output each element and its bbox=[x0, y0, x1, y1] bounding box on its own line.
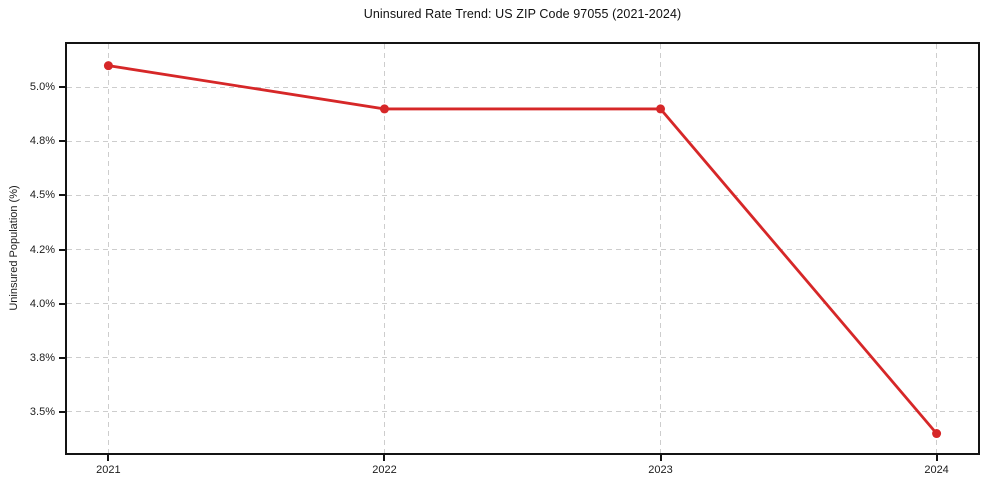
x-tick-mark bbox=[935, 455, 938, 461]
x-tick-label: 2022 bbox=[372, 464, 397, 476]
x-tick-label: 2021 bbox=[96, 464, 121, 476]
data-point-marker bbox=[103, 61, 113, 71]
y-tick-label: 4.0% bbox=[29, 297, 55, 310]
data-point-marker bbox=[932, 429, 942, 439]
x-tick-mark bbox=[383, 455, 386, 461]
h-gridline bbox=[67, 140, 978, 142]
plot-area bbox=[65, 42, 980, 455]
y-tick-mark bbox=[59, 410, 65, 413]
h-gridline bbox=[67, 86, 978, 88]
x-tick-mark bbox=[107, 455, 110, 461]
y-tick-label: 4.5% bbox=[29, 189, 55, 202]
x-tick-label: 2023 bbox=[648, 464, 673, 476]
data-point-marker bbox=[379, 104, 389, 114]
y-tick-mark bbox=[59, 302, 65, 305]
h-gridline bbox=[67, 249, 978, 251]
data-point-marker bbox=[656, 104, 666, 114]
y-tick-mark bbox=[59, 194, 65, 197]
chart-title: Uninsured Rate Trend: US ZIP Code 97055 … bbox=[363, 7, 682, 21]
x-tick-label: 2024 bbox=[924, 464, 949, 476]
y-tick-label: 4.2% bbox=[29, 243, 55, 256]
y-tick-mark bbox=[59, 86, 65, 89]
h-gridline bbox=[67, 411, 978, 413]
line-series-svg bbox=[103, 61, 942, 439]
y-tick-label: 4.8% bbox=[29, 135, 55, 148]
v-gridline bbox=[936, 44, 938, 453]
h-gridline bbox=[67, 357, 978, 359]
x-tick-mark bbox=[659, 455, 662, 461]
y-tick-mark bbox=[59, 140, 65, 143]
v-gridline bbox=[660, 44, 662, 453]
y-tick-mark bbox=[59, 356, 65, 359]
y-tick-label: 3.8% bbox=[29, 351, 55, 364]
h-gridline bbox=[67, 303, 978, 305]
v-gridline bbox=[107, 44, 109, 453]
grid-layer bbox=[67, 44, 978, 453]
y-tick-mark bbox=[59, 248, 65, 251]
trend-line bbox=[107, 64, 938, 435]
y-tick-label: 3.5% bbox=[29, 405, 55, 418]
v-gridline bbox=[383, 44, 385, 453]
h-gridline bbox=[67, 194, 978, 196]
y-tick-label: 5.0% bbox=[29, 81, 55, 94]
